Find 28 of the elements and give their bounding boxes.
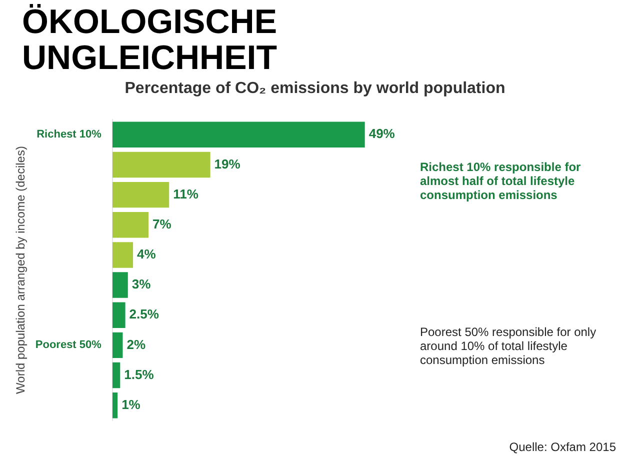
y-tick-label: Poorest 50% xyxy=(35,339,102,352)
bar xyxy=(112,152,210,178)
bar xyxy=(112,392,118,418)
data-label: 19% xyxy=(214,156,241,172)
data-label: 7% xyxy=(152,216,172,232)
data-label: 2.5% xyxy=(129,306,160,322)
bar xyxy=(112,122,365,148)
bar xyxy=(112,272,128,298)
data-label: 4% xyxy=(137,246,156,262)
text: Richest 10% responsible for almost half of total lifestyle consumption emissions xyxy=(420,160,582,202)
bar xyxy=(112,362,120,388)
data-label: 1.5% xyxy=(124,366,154,382)
source-note: Quelle: Oxfam 2015 xyxy=(509,440,616,454)
y-axis-title: World population arranged by income (deciles) xyxy=(14,146,28,394)
data-label: 49% xyxy=(368,126,396,142)
y-tick-label: Richest 10% xyxy=(36,128,102,141)
bar xyxy=(112,182,170,208)
text: Poorest 50% responsible for only around 10% of total lifestyle consumption emissions xyxy=(420,325,598,367)
bar xyxy=(112,212,148,238)
bar xyxy=(112,332,123,358)
data-label: 3% xyxy=(132,276,152,292)
bar xyxy=(112,242,134,268)
chart-subtitle: Percentage of CO₂ emissions by world population xyxy=(124,80,506,98)
data-label: 11% xyxy=(173,186,199,202)
chart-title: ÖKOLOGISCHE UNGLEICHHEIT xyxy=(22,3,278,77)
bar xyxy=(112,302,126,328)
data-label: 1% xyxy=(122,396,141,412)
data-label: 2% xyxy=(126,336,146,352)
